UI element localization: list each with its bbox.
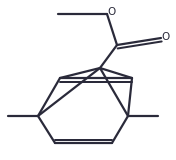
Text: O: O <box>162 32 170 42</box>
Text: O: O <box>107 7 115 17</box>
